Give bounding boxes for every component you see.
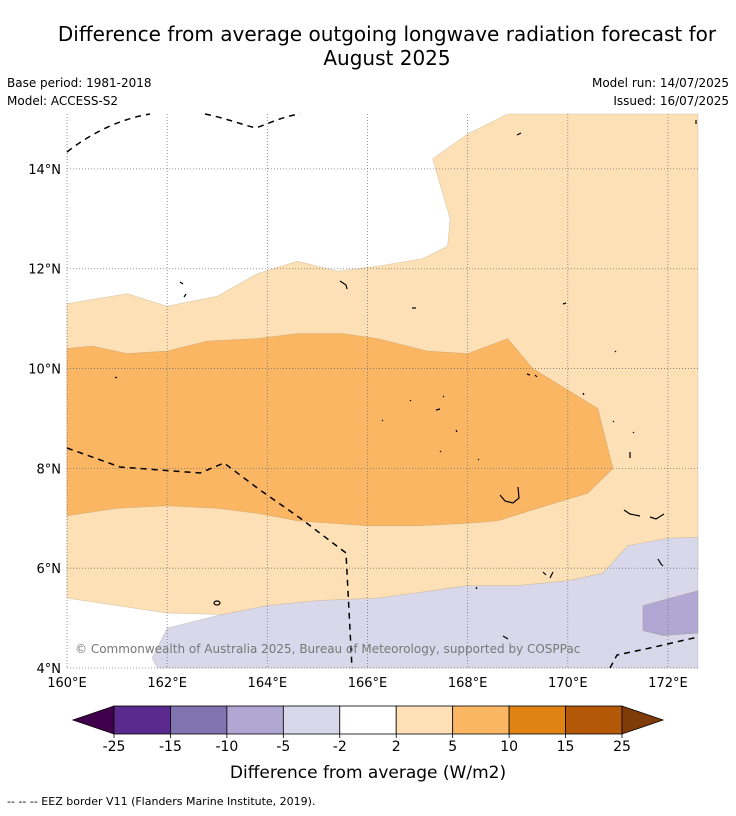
- base-period-label: Base period: 1981-2018: [7, 76, 152, 90]
- colorbar-tick-label: 10: [500, 739, 518, 755]
- colorbar-tick-label: -15: [159, 739, 182, 755]
- x-tick-label: 164°E: [248, 676, 288, 691]
- y-tick-label: 14°N: [28, 163, 61, 178]
- island: [475, 586, 478, 590]
- y-tick-label: 6°N: [37, 562, 62, 577]
- colorbar-tick-label: -5: [276, 739, 290, 755]
- eez-border-south: [66, 447, 353, 669]
- island: [657, 558, 664, 567]
- island: [114, 376, 118, 379]
- island: [542, 571, 554, 579]
- colorbar-bin: [452, 705, 510, 735]
- colorbar-tick-label: -10: [215, 739, 238, 755]
- x-tick-label: 170°E: [548, 676, 588, 691]
- colorbar-extend-high: [621, 705, 665, 735]
- y-tick-label: 8°N: [37, 462, 62, 477]
- colorbar-tick-label: 25: [613, 739, 631, 755]
- issued-label: Issued: 16/07/2025: [613, 94, 729, 108]
- colorbar-bin: [395, 705, 454, 735]
- island: [409, 395, 445, 411]
- island: [562, 302, 567, 305]
- copyright-notice: © Commonwealth of Australia 2025, Bureau…: [75, 642, 580, 656]
- colorbar-extend-low: [71, 705, 115, 735]
- anomaly-region: [642, 590, 699, 636]
- colorbar-tick-label: -2: [333, 739, 347, 755]
- island: [439, 450, 631, 461]
- colorbar-bin: [170, 705, 228, 735]
- model-run-label: Model run: 14/07/2025: [591, 76, 729, 90]
- axis-ticks: 160°E 162°E 164°E 166°E 168°E 170°E 172°E 4°N 6°…: [28, 163, 687, 691]
- x-tick-label: 168°E: [448, 676, 488, 691]
- colorbar-tick-label: 5: [448, 739, 457, 755]
- y-tick-label: 10°N: [28, 363, 61, 378]
- colorbar-bin: [113, 705, 171, 735]
- island: [381, 419, 635, 434]
- gridlines: [66, 114, 698, 669]
- island: [526, 373, 538, 378]
- anomaly-region: [66, 333, 614, 527]
- x-tick-label: 172°E: [648, 676, 688, 691]
- model-label: Model: ACCESS-S2: [7, 94, 119, 108]
- colorbar-bin: [508, 705, 566, 735]
- colorbar-bin: [339, 705, 397, 735]
- meta-right: Model run: 14/07/2025 Issued: 16/07/2025: [592, 74, 729, 110]
- colorbar-label: Difference from average (W/m2): [230, 763, 506, 783]
- y-tick-label: 4°N: [37, 662, 62, 677]
- x-tick-label: 162°E: [147, 676, 187, 691]
- colorbar-bin: [282, 705, 341, 735]
- colorbar-tick-label: 2: [392, 739, 401, 755]
- island: [582, 392, 585, 396]
- y-tick-label: 12°N: [28, 263, 61, 278]
- eez-borders: [66, 113, 699, 669]
- eez-border-north: [66, 113, 301, 153]
- colorbar-bin: [565, 705, 623, 735]
- island: [213, 600, 221, 606]
- colorbar: -25 -15 -10 -5 -2 2 5 10 15 25: [71, 705, 665, 755]
- island: [499, 486, 520, 504]
- island: [339, 280, 348, 290]
- island: [179, 281, 184, 285]
- island: [183, 293, 187, 298]
- chart-title: Difference from average outgoing longwav…: [57, 22, 717, 70]
- colorbar-tick-label: -25: [103, 739, 126, 755]
- meta-left: Base period: 1981-2018 Model: ACCESS-S2: [7, 74, 152, 110]
- island: [623, 509, 665, 520]
- eez-footnote: -- -- -- EEZ border V11 (Flanders Marine…: [7, 795, 316, 808]
- islands: [114, 120, 697, 640]
- x-tick-label: 166°E: [348, 676, 388, 691]
- x-tick-label: 160°E: [47, 676, 87, 691]
- island: [516, 132, 522, 136]
- colorbar-bin: [226, 705, 284, 735]
- island: [502, 635, 509, 640]
- island: [614, 350, 617, 353]
- colorbar-tick-label: 15: [557, 739, 575, 755]
- anomaly-regions: [66, 113, 699, 669]
